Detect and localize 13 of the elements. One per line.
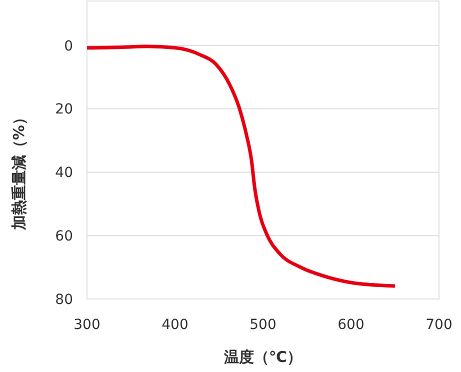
x-tick-label: 500 bbox=[250, 317, 276, 333]
x-tick-label: 300 bbox=[74, 317, 100, 333]
y-tick-label: 60 bbox=[55, 228, 73, 244]
line-series bbox=[85, 44, 397, 288]
x-axis-title: 温度（℃） bbox=[222, 348, 302, 366]
x-tick-label: 400 bbox=[162, 317, 188, 333]
y-tick-label: 80 bbox=[55, 292, 73, 308]
y-tick-label: 40 bbox=[55, 165, 73, 182]
x-tick-label: 700 bbox=[426, 317, 452, 333]
x-tick-label: 600 bbox=[338, 317, 364, 333]
y-axis-title: 加熱重量減（%） bbox=[10, 110, 28, 232]
y-tick-label: 0 bbox=[64, 38, 73, 54]
y-tick-label: 20 bbox=[55, 102, 73, 118]
